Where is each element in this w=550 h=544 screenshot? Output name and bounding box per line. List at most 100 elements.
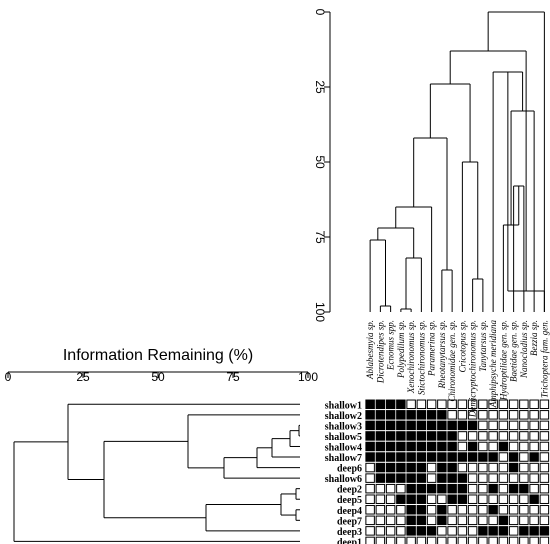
heatmap-cell xyxy=(488,452,498,462)
heatmap-cell xyxy=(457,399,468,410)
x-tick-label: 50 xyxy=(151,370,165,384)
heatmap-cell xyxy=(365,483,375,494)
row-dendrogram xyxy=(13,403,300,542)
row-labels: shallow1shallow2shallow3shallow5shallow4… xyxy=(325,400,362,544)
heatmap-cell xyxy=(375,536,386,544)
heatmap-cell xyxy=(375,483,386,494)
heatmap-cell xyxy=(488,420,498,431)
heatmap-cell xyxy=(447,483,457,494)
heatmap-cell xyxy=(406,399,416,410)
row-label: deep2 xyxy=(337,485,362,496)
heatmap-cell xyxy=(375,462,386,473)
heatmap-cell xyxy=(375,505,386,515)
heatmap-cell xyxy=(529,473,539,483)
heatmap-cell xyxy=(488,399,498,410)
column-labels: Ablabesmyia sp. Dicrotendipes sp. Ecnomus … xyxy=(365,320,549,419)
heatmap-cell xyxy=(478,515,488,526)
heatmap-cell xyxy=(508,410,519,420)
heatmap-cell xyxy=(365,441,375,452)
heatmap-cell xyxy=(365,399,375,410)
heatmap-cell xyxy=(519,420,529,431)
heatmap-cell xyxy=(426,505,437,515)
heatmap-cell xyxy=(385,420,396,431)
x-tick-label: 25 xyxy=(76,370,90,384)
heatmap-cell xyxy=(365,515,375,526)
heatmap-cell xyxy=(375,452,386,462)
heatmap-cell xyxy=(457,494,468,504)
heatmap-cell xyxy=(385,452,396,462)
heatmap-cell xyxy=(539,483,550,494)
heatmap-cell xyxy=(406,462,416,473)
heatmap-cell xyxy=(539,410,550,420)
heatmap-cell xyxy=(529,431,539,441)
column-label: Paramerina sp. xyxy=(427,320,437,377)
heatmap-cell xyxy=(406,473,416,483)
heatmap-cell xyxy=(478,505,488,515)
heatmap-cell xyxy=(385,494,396,504)
heatmap-cell xyxy=(498,399,509,410)
heatmap-cell xyxy=(447,441,457,452)
row-label: shallow6 xyxy=(325,474,362,485)
heatmap-cell xyxy=(396,526,406,536)
heatmap-cell xyxy=(498,420,509,431)
x-tick-label: 0 xyxy=(5,370,12,384)
heatmap-cell xyxy=(478,420,488,431)
heatmap-cell xyxy=(396,536,406,544)
heatmap-cell xyxy=(385,462,396,473)
y-tick-label: 75 xyxy=(313,230,327,244)
heatmap-cell xyxy=(457,526,468,536)
heatmap-cell xyxy=(457,505,468,515)
heatmap-cell xyxy=(488,515,498,526)
heatmap-cell xyxy=(385,473,396,483)
heatmap-cell xyxy=(467,399,478,410)
heatmap-cell xyxy=(488,483,498,494)
heatmap-cell xyxy=(457,452,468,462)
heatmap-cell xyxy=(498,431,509,441)
heatmap-cell xyxy=(529,399,539,410)
heatmap-cell xyxy=(457,473,468,483)
heatmap-cell xyxy=(478,431,488,441)
heatmap-cell xyxy=(426,462,437,473)
heatmap-cell xyxy=(519,494,529,504)
heatmap-cell xyxy=(488,505,498,515)
heatmap-cell xyxy=(508,473,519,483)
heatmap-cell xyxy=(437,452,447,462)
heatmap-cell xyxy=(467,483,478,494)
heatmap-cell xyxy=(478,462,488,473)
heatmap-cell xyxy=(447,410,457,420)
heatmap-cell xyxy=(519,399,529,410)
heatmap-cell xyxy=(396,441,406,452)
heatmap-cell xyxy=(385,483,396,494)
heatmap-cell xyxy=(437,526,447,536)
y-tick-label: 0 xyxy=(313,9,327,16)
heatmap-cell xyxy=(416,483,427,494)
heatmap-cell xyxy=(467,536,478,544)
heatmap-cell xyxy=(396,420,406,431)
heatmap-cell xyxy=(498,483,509,494)
row-label: shallow2 xyxy=(325,411,362,422)
heatmap-cell xyxy=(508,515,519,526)
heatmap-cell xyxy=(396,462,406,473)
column-label: Cricotopus sp. xyxy=(457,320,467,373)
heatmap-cell xyxy=(519,441,529,452)
row-label: deep6 xyxy=(337,464,362,475)
heatmap-cell xyxy=(467,452,478,462)
heatmap-cell xyxy=(467,441,478,452)
heatmap-cell xyxy=(375,410,386,420)
heatmap-cell xyxy=(385,431,396,441)
heatmap-cell xyxy=(406,494,416,504)
heatmap-cell xyxy=(467,515,478,526)
heatmap-cell xyxy=(406,410,416,420)
heatmap-cell xyxy=(375,441,386,452)
heatmap-cell xyxy=(519,452,529,462)
heatmap-cell xyxy=(437,462,447,473)
heatmap-cell xyxy=(467,420,478,431)
heatmap-cell xyxy=(396,431,406,441)
row-label: deep4 xyxy=(337,506,362,517)
heatmap-cell xyxy=(406,526,416,536)
heatmap-cell xyxy=(488,410,498,420)
heatmap-cell xyxy=(437,441,447,452)
column-label: Ecnomus spp. xyxy=(386,320,396,371)
heatmap-cell xyxy=(539,536,550,544)
heatmap-cell xyxy=(365,536,375,544)
